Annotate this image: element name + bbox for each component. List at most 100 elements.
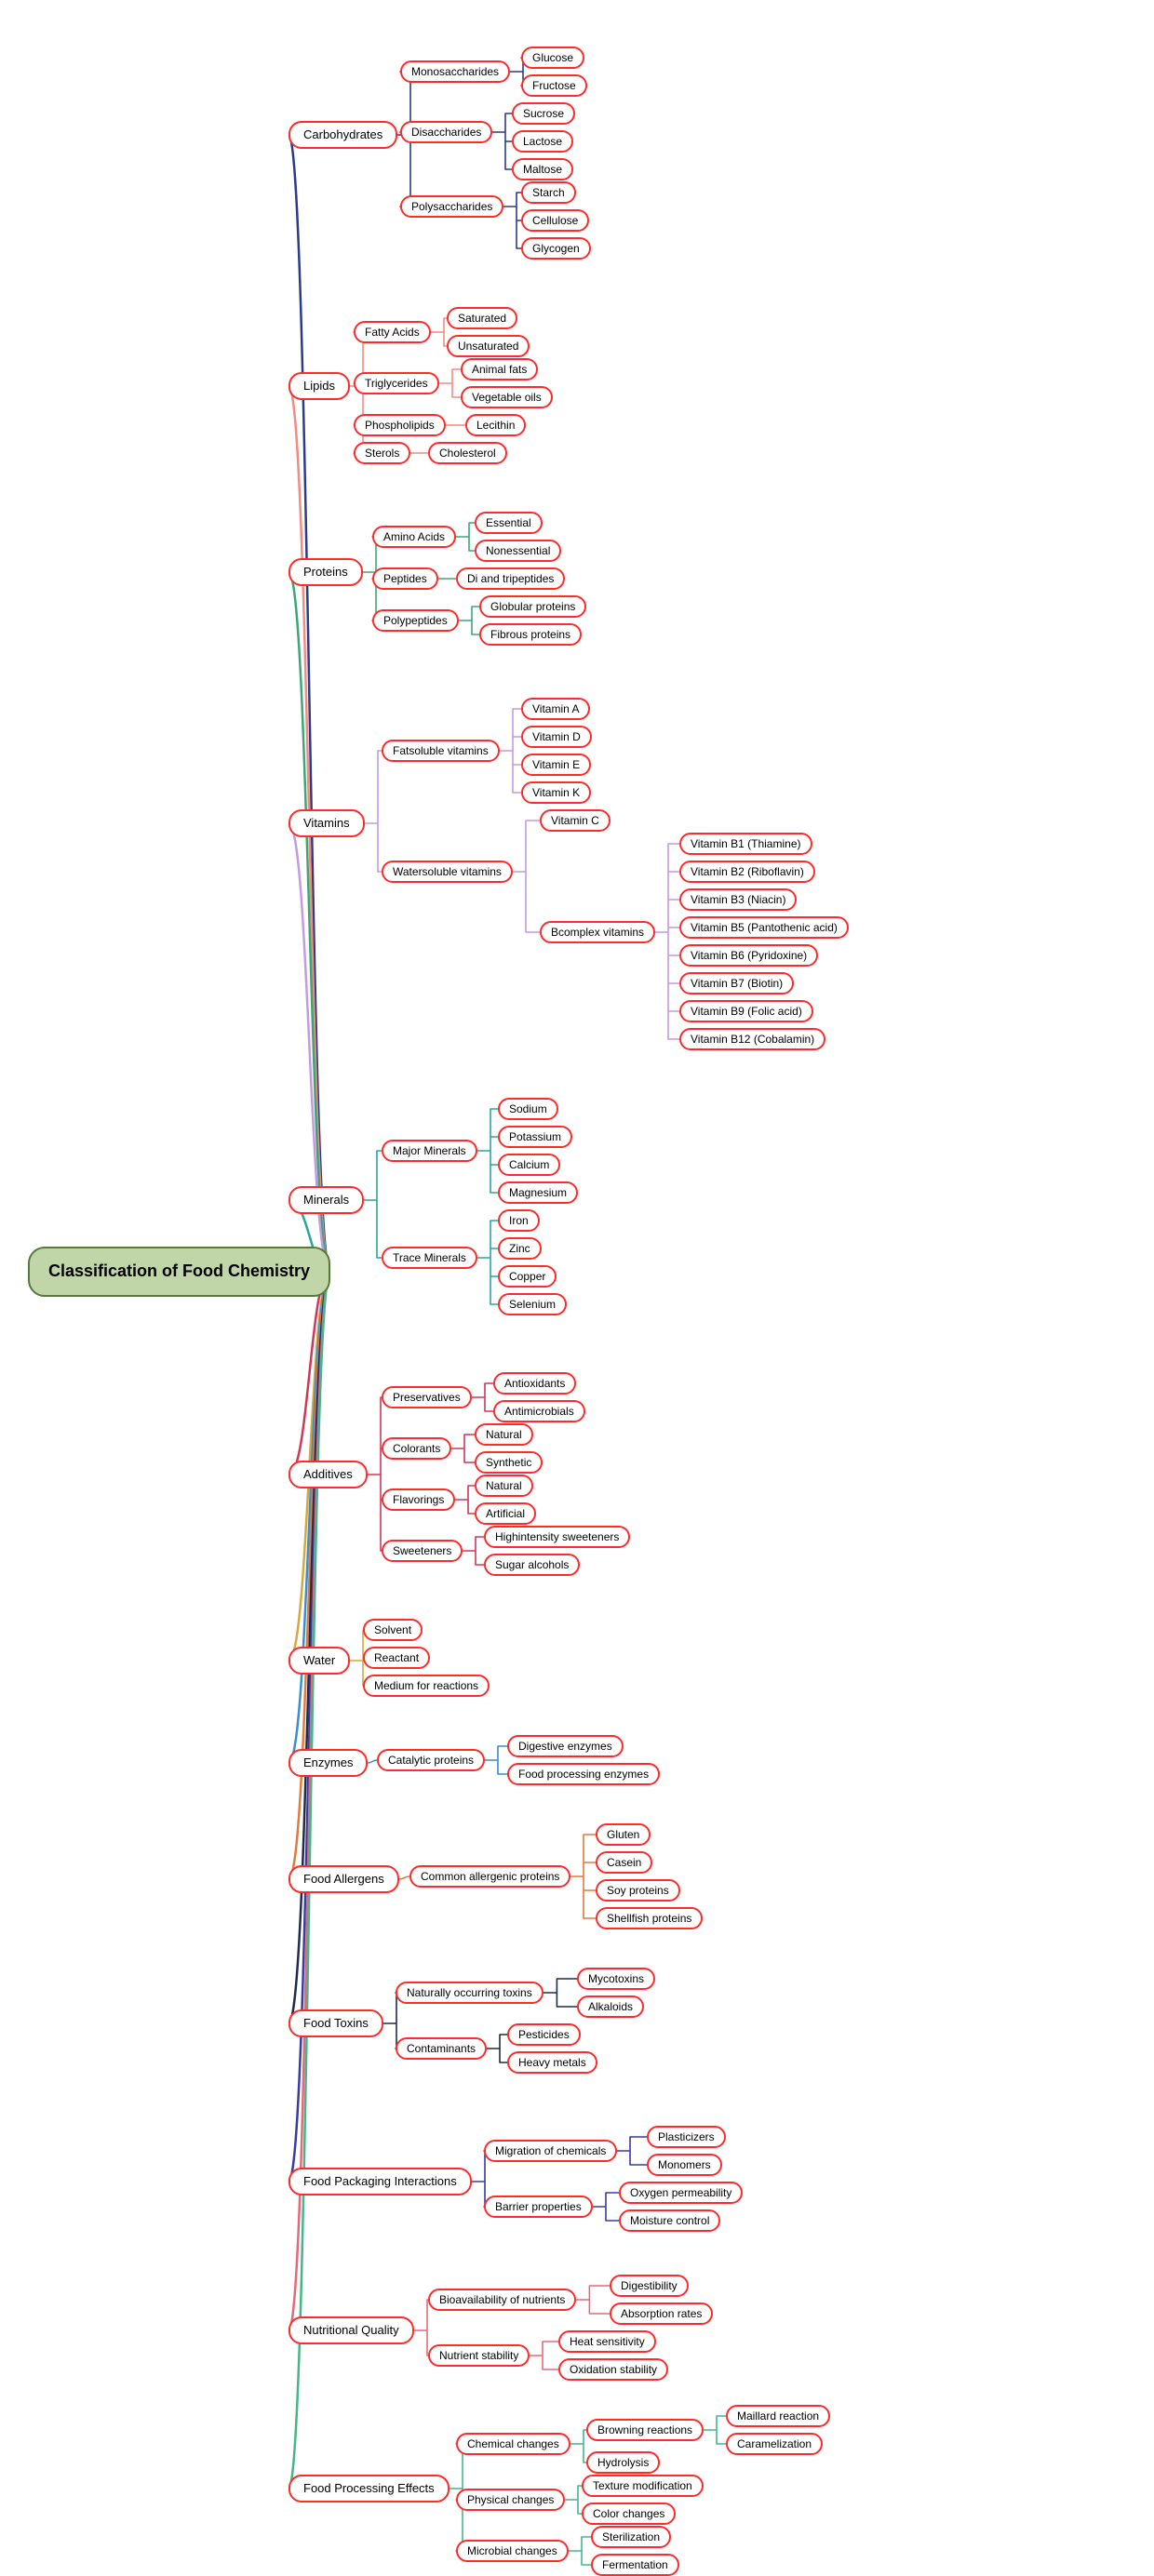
node-zinc: Zinc — [498, 1237, 542, 1260]
node-sugar-alcohols: Sugar alcohols — [484, 1554, 580, 1576]
node-glucose: Glucose — [521, 47, 584, 69]
node-nonessential: Nonessential — [475, 540, 561, 562]
node-color-changes: Color changes — [582, 2503, 676, 2525]
node-gluten: Gluten — [596, 1823, 651, 1846]
node-sweeteners: Sweeteners — [382, 1540, 463, 1562]
node-fermentation: Fermentation — [591, 2554, 679, 2576]
node-sodium: Sodium — [498, 1098, 558, 1120]
node-bcomplex-vitamins: Bcomplex vitamins — [540, 921, 655, 943]
node-potassium: Potassium — [498, 1126, 572, 1148]
node-polysaccharides: Polysaccharides — [400, 195, 503, 218]
node-lecithin: Lecithin — [465, 414, 526, 436]
mindmap-canvas: Classification of Food Chemistry Carbohyd… — [0, 0, 1154, 2571]
node-texture-modification: Texture modification — [582, 2475, 704, 2497]
node-vitamin-e: Vitamin E — [521, 754, 591, 776]
node-fatty-acids: Fatty Acids — [354, 321, 431, 343]
node-hydrolysis: Hydrolysis — [586, 2451, 660, 2474]
branch-food-packaging-interactions: Food Packaging Interactions — [288, 2168, 472, 2196]
node-vitamin-b5-pantothenic-acid-: Vitamin B5 (Pantothenic acid) — [679, 916, 849, 939]
node-cholesterol: Cholesterol — [428, 442, 507, 464]
node-reactant: Reactant — [363, 1647, 430, 1669]
node-common-allergenic-proteins: Common allergenic proteins — [409, 1865, 570, 1888]
branch-food-toxins: Food Toxins — [288, 2009, 383, 2037]
node-fructose: Fructose — [521, 74, 587, 97]
node-essential: Essential — [475, 512, 543, 534]
node-colorants: Colorants — [382, 1437, 451, 1460]
node-lactose: Lactose — [512, 130, 573, 153]
node-vitamin-b9-folic-acid-: Vitamin B9 (Folic acid) — [679, 1000, 813, 1022]
node-chemical-changes: Chemical changes — [456, 2433, 570, 2455]
node-vitamin-b2-riboflavin-: Vitamin B2 (Riboflavin) — [679, 861, 815, 883]
node-shellfish-proteins: Shellfish proteins — [596, 1907, 703, 1929]
branch-vitamins: Vitamins — [288, 809, 365, 837]
node-maltose: Maltose — [512, 158, 573, 180]
node-vitamin-b12-cobalamin-: Vitamin B12 (Cobalamin) — [679, 1028, 825, 1050]
branch-water: Water — [288, 1647, 350, 1675]
node-sterols: Sterols — [354, 442, 410, 464]
node-peptides: Peptides — [372, 567, 438, 590]
node-vitamin-d: Vitamin D — [521, 726, 592, 748]
node-saturated: Saturated — [447, 307, 517, 329]
node-alkaloids: Alkaloids — [577, 1995, 644, 2018]
node-solvent: Solvent — [363, 1619, 423, 1641]
node-naturally-occurring-toxins: Naturally occurring toxins — [396, 1982, 543, 2004]
node-migration-of-chemicals: Migration of chemicals — [484, 2140, 617, 2162]
node-antimicrobials: Antimicrobials — [493, 1400, 585, 1422]
node-nutrient-stability: Nutrient stability — [428, 2344, 530, 2367]
node-absorption-rates: Absorption rates — [610, 2302, 713, 2325]
node-phospholipids: Phospholipids — [354, 414, 446, 436]
node-maillard-reaction: Maillard reaction — [726, 2405, 830, 2427]
node-plasticizers: Plasticizers — [647, 2126, 726, 2148]
node-soy-proteins: Soy proteins — [596, 1879, 680, 1902]
node-vitamin-b7-biotin-: Vitamin B7 (Biotin) — [679, 972, 794, 994]
node-fibrous-proteins: Fibrous proteins — [479, 623, 582, 646]
node-vitamin-c: Vitamin C — [540, 809, 611, 832]
node-caramelization: Caramelization — [726, 2433, 823, 2455]
node-highintensity-sweeteners: Highintensity sweeteners — [484, 1526, 630, 1548]
root-node: Classification of Food Chemistry — [28, 1247, 330, 1297]
node-magnesium: Magnesium — [498, 1181, 578, 1204]
branch-food-allergens: Food Allergens — [288, 1865, 399, 1893]
node-digestibility: Digestibility — [610, 2275, 689, 2297]
node-globular-proteins: Globular proteins — [479, 595, 586, 618]
node-antioxidants: Antioxidants — [493, 1372, 576, 1395]
node-bioavailability-of-nutrients: Bioavailability of nutrients — [428, 2289, 576, 2311]
node-microbial-changes: Microbial changes — [456, 2540, 569, 2562]
node-major-minerals: Major Minerals — [382, 1140, 477, 1162]
node-unsaturated: Unsaturated — [447, 335, 530, 357]
node-natural: Natural — [475, 1475, 533, 1497]
node-oxygen-permeability: Oxygen permeability — [619, 2182, 743, 2204]
node-di-and-tripeptides: Di and tripeptides — [456, 567, 565, 590]
branch-additives: Additives — [288, 1461, 368, 1488]
node-vitamin-a: Vitamin A — [521, 698, 590, 720]
node-monomers: Monomers — [647, 2154, 722, 2176]
node-animal-fats: Animal fats — [461, 358, 538, 380]
node-polypeptides: Polypeptides — [372, 609, 459, 632]
node-contaminants: Contaminants — [396, 2037, 487, 2060]
node-glycogen: Glycogen — [521, 237, 591, 260]
node-moisture-control: Moisture control — [619, 2209, 720, 2232]
branch-lipids: Lipids — [288, 372, 350, 400]
branch-enzymes: Enzymes — [288, 1749, 368, 1777]
node-mycotoxins: Mycotoxins — [577, 1968, 655, 1990]
node-pesticides: Pesticides — [507, 2023, 581, 2046]
branch-proteins: Proteins — [288, 558, 363, 586]
node-starch: Starch — [521, 181, 576, 204]
node-sucrose: Sucrose — [512, 102, 575, 125]
node-selenium: Selenium — [498, 1293, 567, 1315]
node-disaccharides: Disaccharides — [400, 121, 492, 143]
node-fatsoluble-vitamins: Fatsoluble vitamins — [382, 740, 500, 762]
node-digestive-enzymes: Digestive enzymes — [507, 1735, 624, 1757]
node-oxidation-stability: Oxidation stability — [558, 2358, 668, 2381]
node-synthetic: Synthetic — [475, 1451, 543, 1474]
node-physical-changes: Physical changes — [456, 2489, 565, 2511]
node-cellulose: Cellulose — [521, 209, 589, 232]
branch-carbohydrates: Carbohydrates — [288, 121, 397, 149]
node-flavorings: Flavorings — [382, 1488, 455, 1511]
branch-minerals: Minerals — [288, 1186, 364, 1214]
node-barrier-properties: Barrier properties — [484, 2196, 593, 2218]
node-vitamin-b1-thiamine-: Vitamin B1 (Thiamine) — [679, 833, 812, 855]
node-vitamin-b3-niacin-: Vitamin B3 (Niacin) — [679, 888, 797, 911]
node-casein: Casein — [596, 1851, 652, 1874]
node-heavy-metals: Heavy metals — [507, 2051, 597, 2074]
